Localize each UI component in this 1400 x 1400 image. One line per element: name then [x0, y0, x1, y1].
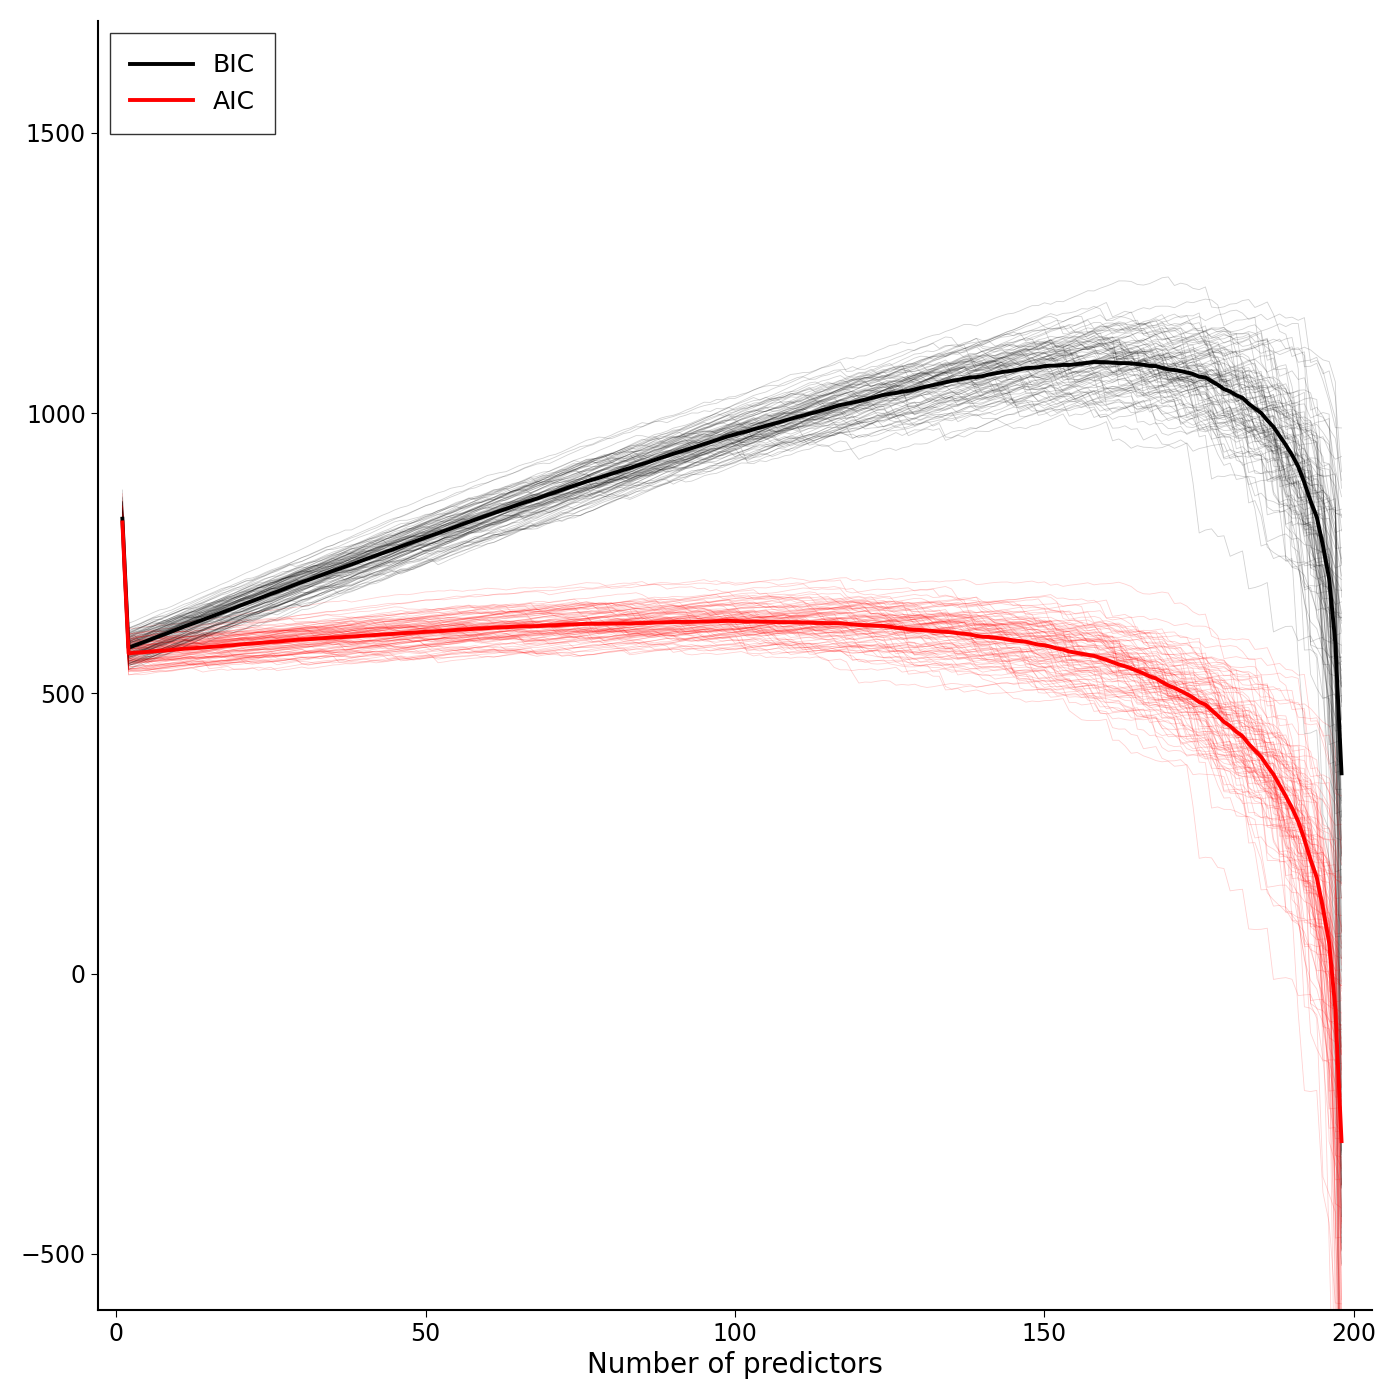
Legend: BIC, AIC: BIC, AIC [111, 34, 274, 134]
X-axis label: Number of predictors: Number of predictors [587, 1351, 883, 1379]
